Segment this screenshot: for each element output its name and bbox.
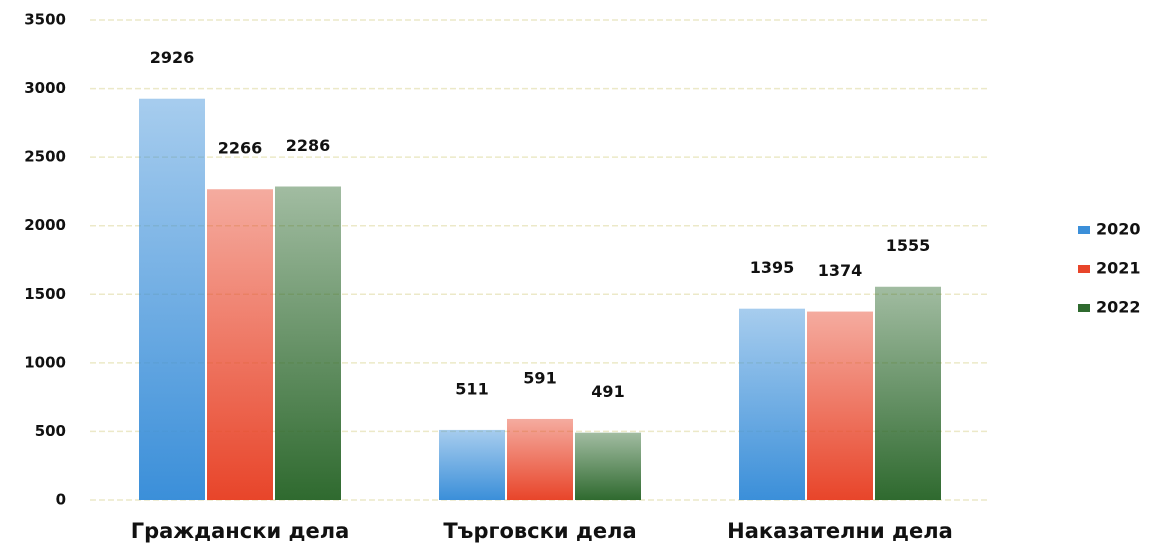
bar [875,286,941,500]
value-label: 2926 [150,48,195,67]
bar [275,186,341,500]
legend-swatch [1078,304,1090,312]
bar [739,308,805,500]
bar [507,418,573,500]
bar [439,429,505,500]
bar [807,311,873,500]
legend-swatch [1078,265,1090,273]
y-tick-label: 500 [35,422,66,440]
value-label: 591 [523,368,556,387]
y-tick-label: 2500 [24,148,66,166]
value-label: 1555 [886,236,931,255]
y-tick-label: 3500 [24,11,66,29]
value-label: 1374 [818,261,863,280]
y-tick-label: 1000 [24,353,66,371]
legend-swatch [1078,226,1090,234]
x-tick-label: Търговски дела [443,519,636,543]
y-tick-label: 3000 [24,79,66,97]
value-label: 2286 [286,136,331,155]
y-tick-label: 2000 [24,216,66,234]
value-label: 1395 [750,258,795,277]
bar [139,98,205,500]
legend-label: 2020 [1096,220,1141,239]
bar [207,189,273,500]
value-label: 511 [455,379,488,398]
x-tick-label: Граждански дела [131,519,350,543]
legend-label: 2022 [1096,298,1141,317]
y-tick-label: 1500 [24,285,66,303]
y-tick-label: 0 [56,491,66,509]
bar [575,432,641,500]
value-label: 491 [591,382,624,401]
legend-label: 2021 [1096,259,1141,278]
value-label: 2266 [218,139,263,158]
x-tick-label: Наказателни дела [727,519,953,543]
